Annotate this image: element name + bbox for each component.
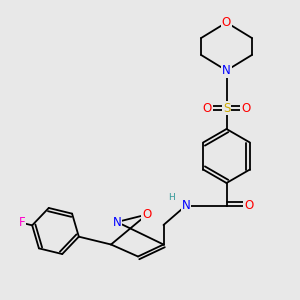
Text: O: O [202,101,211,115]
Text: F: F [19,216,25,229]
Text: N: N [182,199,190,212]
Text: O: O [242,101,250,115]
Text: N: N [112,215,122,229]
Text: N: N [222,64,231,77]
Text: O: O [222,16,231,29]
Text: O: O [244,199,253,212]
Text: O: O [142,208,152,221]
Text: S: S [223,101,230,115]
Text: H: H [168,193,175,202]
